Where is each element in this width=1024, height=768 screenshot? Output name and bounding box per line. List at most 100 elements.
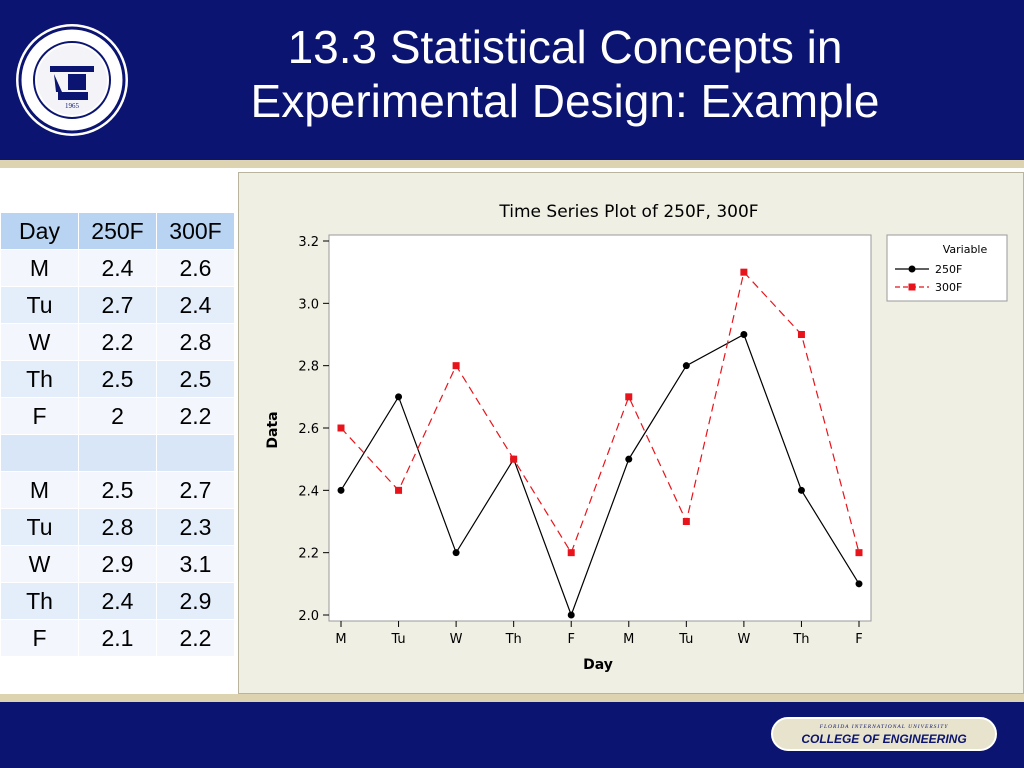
title-line-2: Experimental Design: Example (250, 75, 880, 127)
cell-300f: 2.2 (156, 619, 235, 657)
cell-300f: 2.6 (156, 249, 235, 287)
cell-300f: 2.8 (156, 323, 235, 361)
table-row: Tu 2.7 2.4 (0, 286, 235, 324)
cell-250f: 2.5 (78, 360, 157, 398)
point-250F (740, 331, 748, 338)
x-tick-label: Th (505, 632, 522, 647)
table-row: W 2.9 3.1 (0, 545, 235, 583)
point-300F (682, 518, 690, 525)
page-title: 13.3 Statistical Concepts in Experimenta… (150, 20, 980, 128)
cell-300f: 2.9 (156, 582, 235, 620)
table-row: F 2 2.2 (0, 397, 235, 435)
cell-250f (78, 434, 157, 472)
y-tick-label: 3.0 (298, 297, 319, 312)
x-tick-label: W (450, 632, 463, 647)
point-250F (337, 486, 345, 494)
table-row: Th 2.4 2.9 (0, 582, 235, 620)
cell-day: F (0, 397, 79, 435)
cell-250f: 2.8 (78, 508, 157, 546)
slide-header: 1965 13.3 Statistical Concepts in Experi… (0, 0, 1024, 160)
cell-300f: 3.1 (156, 545, 235, 583)
point-300F (510, 455, 518, 463)
cell-300f: 2.5 (156, 360, 235, 398)
table-header-row: Day 250F 300F (0, 212, 235, 250)
point-300F (625, 393, 633, 401)
legend-items: 250F 300F (895, 263, 962, 294)
y-tick-label: 2.0 (298, 609, 319, 624)
point-250F (567, 611, 575, 619)
cell-250f: 2 (78, 397, 157, 435)
cell-250f: 2.9 (78, 545, 157, 583)
point-300F (855, 549, 863, 557)
cell-day: M (0, 471, 79, 509)
cell-day: F (0, 619, 79, 657)
cell-day: Tu (0, 286, 79, 324)
university-seal-icon: 1965 (16, 24, 128, 136)
x-tick-label: Tu (390, 632, 405, 647)
slide-footer: FLORIDA INTERNATIONAL UNIVERSITY COLLEGE… (0, 702, 1024, 768)
x-tick-label: F (855, 632, 862, 647)
chart-title: Time Series Plot of 250F, 300F (498, 202, 758, 222)
point-300F (337, 424, 345, 432)
y-tick-label: 2.6 (298, 422, 319, 437)
y-axis-label: Data (265, 411, 281, 448)
table-row: Th 2.5 2.5 (0, 360, 235, 398)
cell-day (0, 434, 79, 472)
x-tick-label: W (737, 632, 750, 647)
legend: Variable 250F 300F (886, 234, 1008, 302)
cell-250f: 2.5 (78, 471, 157, 509)
cell-300f: 2.7 (156, 471, 235, 509)
legend-label-300F: 300F (935, 281, 962, 294)
point-250F (855, 580, 863, 588)
chart-panel: Time Series Plot of 250F, 300F Day Data … (238, 172, 1024, 694)
time-series-chart: Time Series Plot of 250F, 300F Day Data … (265, 202, 1008, 673)
cell-300f (156, 434, 235, 472)
cell-250f: 2.2 (78, 323, 157, 361)
cell-day: M (0, 249, 79, 287)
cell-300f: 2.2 (156, 397, 235, 435)
column-header-300f: 300F (156, 212, 235, 250)
point-250F (625, 455, 633, 463)
cell-250f: 2.1 (78, 619, 157, 657)
series-line-300F (340, 270, 860, 555)
plot-area (328, 234, 872, 622)
cell-day: Th (0, 582, 79, 620)
cell-300f: 2.4 (156, 286, 235, 324)
x-tick-label: Tu (678, 632, 693, 647)
x-axis-label: Day (583, 657, 613, 673)
cell-250f: 2.4 (78, 249, 157, 287)
table-row: Tu 2.8 2.3 (0, 508, 235, 546)
point-300F (395, 486, 403, 494)
cell-250f: 2.4 (78, 582, 157, 620)
cell-250f: 2.7 (78, 286, 157, 324)
table-row: W 2.2 2.8 (0, 323, 235, 361)
column-header-250f: 250F (78, 212, 157, 250)
y-tick-label: 2.2 (298, 547, 319, 562)
y-tick-label: 3.2 (298, 235, 319, 250)
legend-marker-250F (908, 265, 916, 273)
cell-day: W (0, 323, 79, 361)
footer-college-text: COLLEGE OF ENGINEERING (801, 732, 966, 746)
x-tick-label: Th (792, 632, 809, 647)
point-250F (682, 362, 690, 370)
svg-text:1965: 1965 (65, 102, 80, 110)
table-row: M 2.5 2.7 (0, 471, 235, 509)
series-line-250F (340, 333, 860, 617)
footer-university-text: FLORIDA INTERNATIONAL UNIVERSITY (819, 724, 949, 730)
x-tick-label: M (335, 632, 346, 647)
column-header-day: Day (0, 212, 79, 250)
cell-300f: 2.3 (156, 508, 235, 546)
legend-marker-300F (908, 283, 916, 291)
legend-box (886, 234, 1008, 302)
cell-day: Tu (0, 508, 79, 546)
point-300F (740, 268, 748, 276)
header-divider (0, 160, 1024, 168)
point-300F (567, 549, 575, 557)
point-300F (452, 362, 460, 370)
data-table: Day 250F 300F M 2.4 2.6 Tu 2.7 2.4 W 2.2 2.8 T… (0, 212, 235, 657)
point-250F (452, 549, 460, 557)
point-300F (797, 331, 805, 338)
legend-title: Variable (943, 243, 988, 256)
legend-label-250F: 250F (935, 263, 962, 276)
y-tick-label: 2.8 (298, 360, 319, 375)
